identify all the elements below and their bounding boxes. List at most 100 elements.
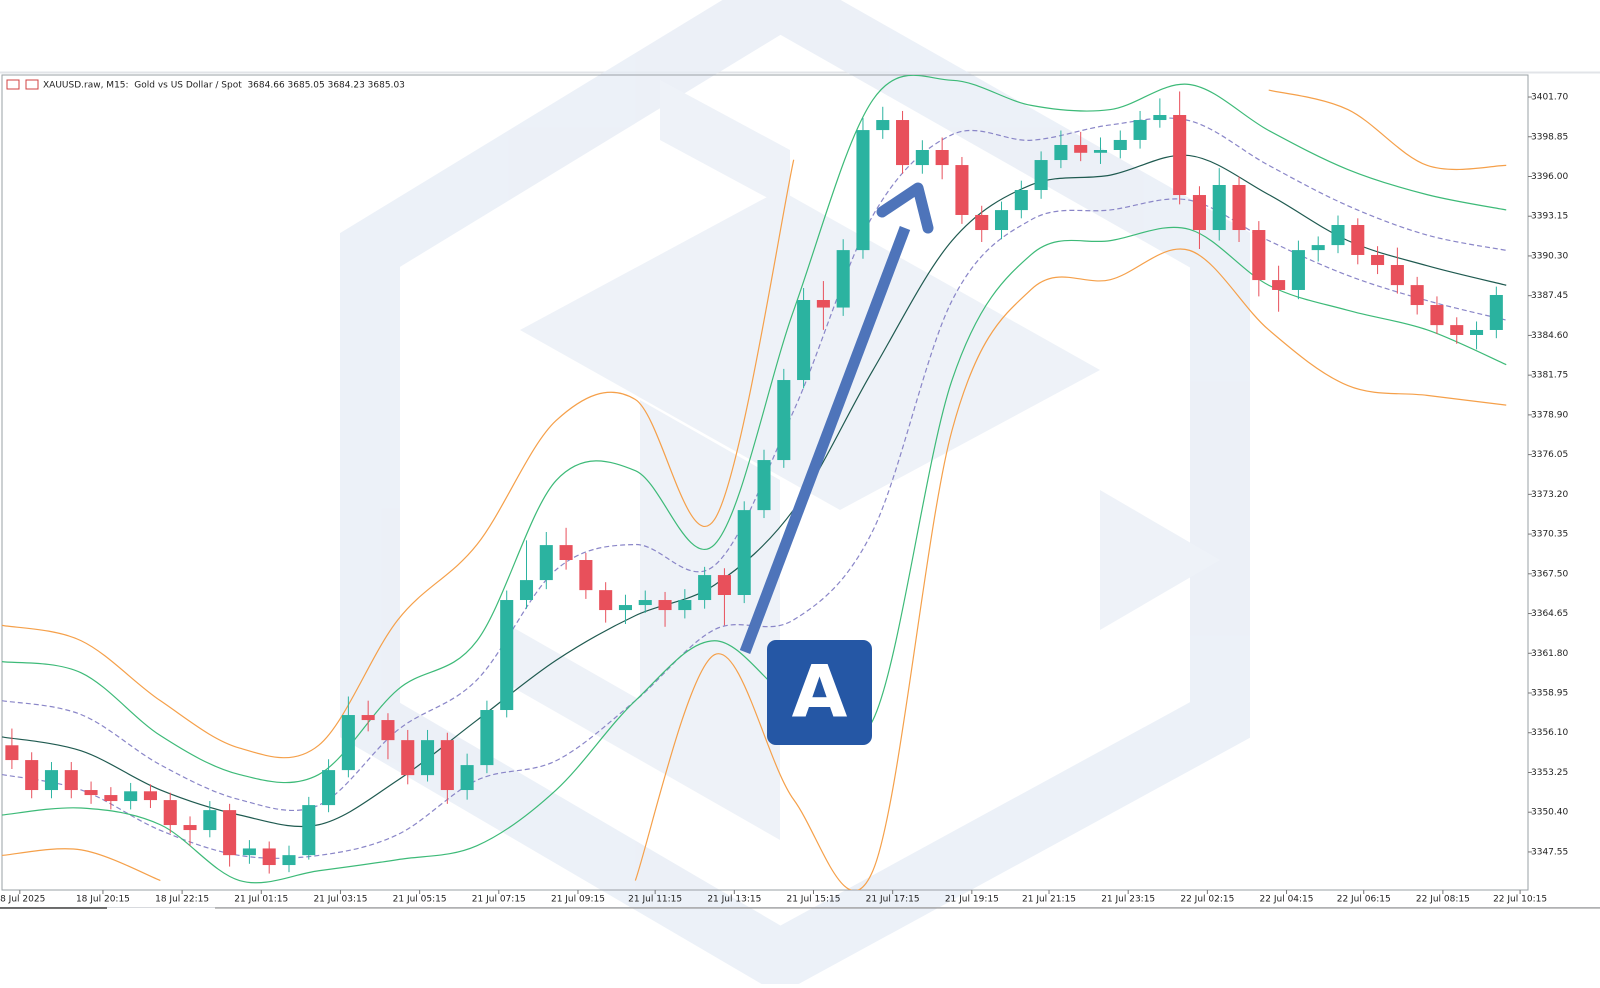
y-tick-label: 3401.70 [1531,93,1568,103]
candle-body [143,791,157,801]
x-tick-label: 21 Jul 01:15 [234,895,288,905]
candle-body [638,600,652,606]
arrow-head [876,182,934,234]
x-tick-label: 21 Jul 17:15 [866,895,920,905]
candle-body [1054,144,1068,161]
candle-body [797,300,811,381]
candle-body [203,810,217,831]
candle-body [223,810,237,856]
candle-body [25,760,39,791]
x-tick-label: 21 Jul 15:15 [786,895,840,905]
badge [767,640,872,745]
candle-body [262,848,276,866]
plot-frame [1,74,1529,891]
y-tick-label: 3353.25 [1531,768,1568,778]
icon [6,79,20,90]
candle-body [955,165,969,215]
x-tick-label: 21 Jul 07:15 [472,895,526,905]
candle-body [163,800,177,826]
candle-body [124,791,138,802]
y-tick-label: 3356.10 [1531,728,1568,738]
candle-body [1074,144,1088,153]
candle-body [341,715,355,771]
x-tick-label: 18 Jul 20:15 [76,895,130,905]
candle-body [777,380,791,461]
candle-body [84,790,98,796]
candle-body [1252,230,1266,281]
candle-body [1212,184,1226,231]
candle-body [302,805,316,856]
candle-body [1232,184,1246,231]
candle-body [1014,190,1028,211]
candle-body [599,590,613,611]
y-tick-label: 3361.80 [1531,649,1568,659]
candle-body [935,150,949,166]
y-tick-label: 3378.90 [1531,410,1568,420]
candle-body [856,130,870,251]
candle-body [915,150,929,166]
axes: 3347.55 3350.40 3353.25 3356.10 3358.95 3361.… [0,93,1568,905]
candle-body [322,770,336,806]
y-tick-label: 3367.50 [1531,569,1568,579]
candle-body [618,605,632,611]
x-tick-label: 21 Jul 19:15 [945,895,999,905]
candle-body [579,560,593,591]
candle-body [440,740,454,791]
x-tick-label: 21 Jul 09:15 [551,895,605,905]
candle-body [658,600,672,611]
x-tick-label: 18 Jul 2025 [0,895,45,905]
candle-body [539,545,553,581]
watermark [340,0,1250,988]
candle-body [836,250,850,308]
candle-body [698,575,712,601]
candles [5,91,1503,874]
candle-body [896,120,910,166]
x-tick-label: 21 Jul 13:15 [707,895,761,905]
candle-body [994,210,1009,231]
candle-body [1291,250,1305,290]
x-tick-label: 22 Jul 06:15 [1337,895,1391,905]
x-tick-label: 21 Jul 05:15 [393,895,447,905]
candle-body [1351,225,1365,255]
candle-body [44,770,59,791]
x-tick-label: 22 Jul 04:15 [1260,895,1314,905]
candle-body [1311,245,1325,251]
candle-body [1331,225,1345,246]
x-tick-label: 21 Jul 03:15 [313,895,367,905]
candle-body [1153,115,1167,121]
candle-body [183,825,197,831]
y-tick-label: 3373.20 [1531,490,1568,500]
candle-body [1034,160,1048,191]
x-tick-label: 22 Jul 10:15 [1493,895,1547,905]
candle-body [500,600,514,711]
x-tick-label: 21 Jul 11:15 [628,895,682,905]
y-tick-label: 3347.55 [1531,847,1568,857]
y-tick-label: 3390.30 [1531,251,1568,261]
candle-body [1093,150,1108,153]
candle-body [1113,139,1127,151]
candle-body [1489,294,1503,330]
candle-body [401,740,415,776]
candle-body [282,855,296,866]
candle-body [480,710,494,766]
band-line [2,154,1507,828]
y-tick-label: 3350.40 [1531,808,1568,818]
candle-body [64,770,78,791]
y-tick-label: 3370.35 [1531,530,1568,540]
y-tick-label: 3398.85 [1531,132,1568,142]
candle-body [1173,115,1187,196]
candle-body [975,214,989,231]
candle-body [1272,280,1286,290]
candle-body [104,795,118,802]
candle-body [559,545,573,561]
candle-body [1430,305,1444,326]
candle-body [1371,254,1385,266]
candle-body [1390,265,1404,286]
chart-title: XAUUSD.raw, M15: Gold vs US Dollar / Spo… [43,81,405,91]
y-tick-label: 3364.65 [1531,609,1568,619]
badge-label: A [792,650,848,734]
candle-body [242,848,256,856]
band-line [2,75,1507,784]
